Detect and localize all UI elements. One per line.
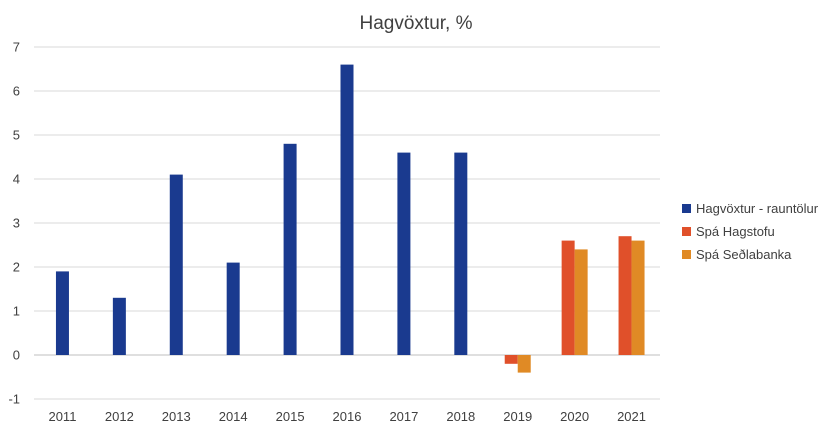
x-axis-ticks: 2011 2012 2013 2014 2015 2016 2017 2018 2019 2020…	[48, 409, 646, 424]
y-tick-label: 7	[13, 40, 20, 55]
x-tick-label-2013: 2013	[162, 409, 191, 424]
legend-swatch-2	[682, 250, 691, 259]
legend-label-2: Spá Seðlabanka	[696, 247, 792, 262]
bar-2020-series-1	[561, 240, 575, 355]
bar-2012-series-0	[112, 297, 126, 355]
y-tick-label: 5	[13, 128, 20, 143]
x-tick-label-2021: 2021	[617, 409, 646, 424]
x-tick-label-2020: 2020	[560, 409, 589, 424]
bar-2021-series-1	[618, 236, 632, 355]
y-axis-ticks: -1 0 1 2 3 4 5 6 7	[8, 40, 20, 407]
chart-title: Hagvöxtur, %	[360, 13, 473, 34]
bar-2020-series-2	[574, 249, 588, 355]
x-tick-label-2011: 2011	[48, 409, 76, 424]
x-tick-label-2017: 2017	[389, 409, 418, 424]
bar-2021-series-2	[631, 240, 645, 355]
bar-2014-series-0	[226, 262, 240, 355]
bar-2019-series-1	[504, 355, 518, 364]
bars	[55, 64, 645, 373]
legend-swatch-1	[682, 227, 691, 236]
x-tick-label-2019: 2019	[503, 409, 532, 424]
x-tick-label-2016: 2016	[333, 409, 362, 424]
x-tick-label-2015: 2015	[276, 409, 305, 424]
y-tick-label: -1	[8, 392, 20, 407]
x-tick-label-2018: 2018	[446, 409, 475, 424]
y-tick-label: 3	[13, 216, 20, 231]
y-tick-label: 4	[13, 172, 20, 187]
y-tick-label: 2	[13, 260, 20, 275]
y-tick-label: 1	[13, 304, 20, 319]
y-tick-label: 6	[13, 84, 20, 99]
legend: Hagvöxtur - rauntölur Spá Hagstofu Spá Seð…	[682, 201, 819, 262]
x-tick-label-2012: 2012	[105, 409, 134, 424]
legend-label-0: Hagvöxtur - rauntölur	[696, 201, 819, 216]
bar-2019-series-2	[517, 355, 531, 373]
bar-2011-series-0	[55, 271, 69, 355]
bar-2017-series-0	[397, 152, 411, 355]
x-tick-label-2014: 2014	[219, 409, 248, 424]
bar-2013-series-0	[169, 174, 183, 355]
bar-2015-series-0	[283, 143, 297, 355]
bar-2016-series-0	[340, 64, 354, 355]
bar-2018-series-0	[454, 152, 468, 355]
y-tick-label: 0	[13, 348, 20, 363]
legend-label-1: Spá Hagstofu	[696, 224, 775, 239]
legend-swatch-0	[682, 204, 691, 213]
